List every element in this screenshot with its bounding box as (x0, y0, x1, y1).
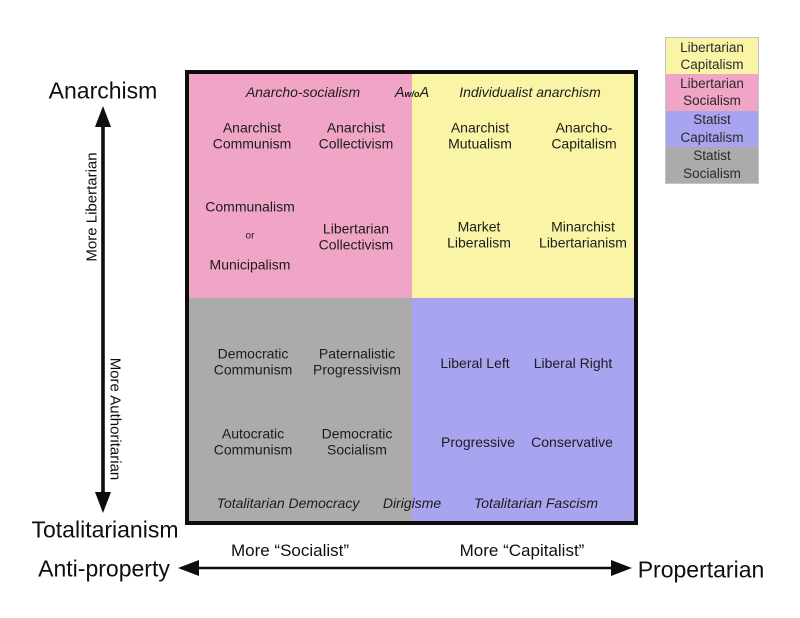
more-authoritarian-label: More Authoritarian (106, 357, 124, 481)
ideology-label-progressive: Progressive (441, 434, 515, 451)
ideology-label-libertarian-collectivism: Libertarian Collectivism (318, 220, 394, 252)
ideology-label-autocratic-communism: Autocratic Communism (213, 425, 293, 457)
ideology-label-conservative: Conservative (531, 434, 613, 451)
more-libertarian-label: More Libertarian (83, 152, 101, 262)
legend-item-statist-capitalism: Statist Capitalism (666, 110, 758, 147)
ideology-label-paternalistic-progressivism: Paternalistic Progressivism (313, 345, 401, 377)
legend-item-libertarian-capitalism: Libertarian Capitalism (666, 38, 758, 75)
quadrant-libertarian-capitalism (411, 74, 634, 298)
axis-top-label: Anarchism (48, 77, 158, 104)
ideology-label-anarchist-mutualism: Anarchist Mutualism (448, 119, 512, 151)
legend-item-statist-socialism: Statist Socialism (666, 146, 758, 183)
ideology-label-dirigisme: Dirigisme (382, 495, 442, 512)
ideology-label-minarchist-libertarianism: Minarchist Libertarianism (539, 218, 627, 250)
ideology-label-anarcho-socialism: Anarcho-socialism (245, 84, 361, 101)
ideology-label-communalism-municipalism: Communalism or Municipalism (205, 198, 295, 273)
legend: Libertarian Capitalism Libertarian Socia… (665, 37, 759, 184)
axis-right-label: Propertarian (637, 556, 765, 583)
ideology-label-anarchist-communism: Anarchist Communism (212, 119, 292, 151)
ideology-label-democratic-communism: Democratic Communism (213, 345, 293, 377)
axis-left-label: Anti-property (38, 555, 170, 582)
ideology-label-totalitarian-fascism: Totalitarian Fascism (474, 495, 598, 512)
quadrant-statist-capitalism (411, 297, 634, 521)
axis-bottom-label: Totalitarianism (31, 516, 179, 543)
ideology-label-liberal-right: Liberal Right (533, 355, 613, 372)
more-socialist-label: More “Socialist” (230, 541, 350, 560)
ideology-label-anarcho-capitalism: Anarcho- Capitalism (551, 119, 617, 151)
legend-item-libertarian-socialism: Libertarian Socialism (666, 74, 758, 111)
ideology-label-democratic-socialism: Democratic Socialism (321, 425, 393, 457)
ideology-label-individualist-anarchism: Individualist anarchism (459, 84, 601, 101)
more-capitalist-label: More “Capitalist” (459, 541, 585, 560)
spectrum-grid (185, 70, 638, 525)
quadrant-statist-socialism (189, 297, 412, 521)
ideology-label-anarchist-collectivism: Anarchist Collectivism (318, 119, 394, 151)
ideology-label-market-liberalism: Market Liberalism (447, 218, 511, 250)
ideology-label-totalitarian-democracy: Totalitarian Democracy (216, 495, 360, 512)
quadrant-libertarian-socialism (189, 74, 412, 298)
anarchism-without-adjectives-label: Aw/oA (394, 84, 430, 101)
ideology-label-liberal-left: Liberal Left (440, 355, 510, 372)
